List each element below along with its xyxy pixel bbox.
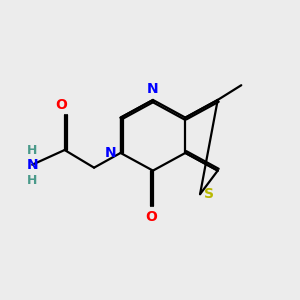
Text: H: H (27, 144, 38, 158)
Text: H: H (27, 174, 38, 187)
Text: S: S (205, 187, 214, 201)
Text: O: O (146, 210, 158, 224)
Text: O: O (56, 98, 68, 112)
Text: N: N (147, 82, 159, 96)
Text: N: N (104, 146, 116, 160)
Text: N: N (26, 158, 38, 172)
